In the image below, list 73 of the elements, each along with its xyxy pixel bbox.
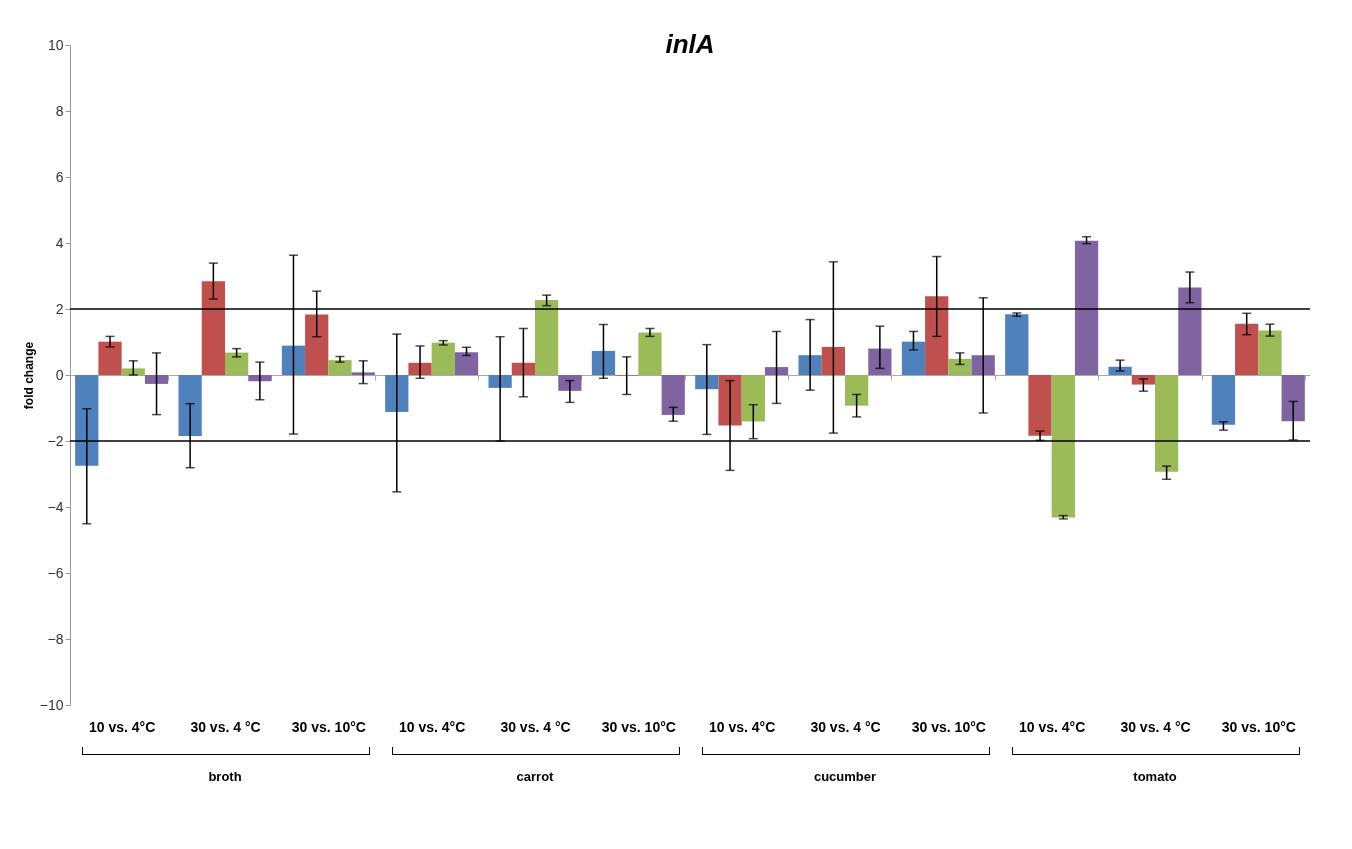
bar bbox=[201, 281, 225, 375]
bar bbox=[1235, 323, 1259, 375]
bar bbox=[948, 358, 972, 375]
bar bbox=[144, 375, 169, 384]
x-tick-label: 10 vs. 4°C bbox=[89, 718, 156, 735]
bar bbox=[305, 314, 329, 375]
bar bbox=[868, 348, 892, 375]
chart-title: inlA bbox=[665, 29, 715, 59]
x-tick-label: 30 vs. 10°C bbox=[291, 718, 366, 735]
x-tick-label: 30 vs. 4 °C bbox=[190, 718, 261, 735]
y-axis-title: fold change bbox=[21, 341, 36, 410]
text: broth bbox=[207, 769, 243, 784]
bar bbox=[431, 342, 455, 375]
bar bbox=[638, 332, 662, 375]
y-tick-label: 0 bbox=[55, 366, 64, 383]
y-tick-label: −10 bbox=[39, 696, 64, 713]
bar bbox=[661, 375, 685, 415]
bar bbox=[1155, 375, 1179, 472]
y-tick-label: −8 bbox=[47, 630, 64, 647]
bar bbox=[925, 296, 949, 375]
x-tick-label: 30 vs. 4 °C bbox=[810, 718, 881, 735]
y-tick-label: 6 bbox=[55, 168, 64, 185]
bar bbox=[328, 360, 352, 375]
bar bbox=[1211, 375, 1236, 425]
y-tick-label: −4 bbox=[47, 498, 64, 515]
bar bbox=[281, 345, 306, 375]
bar bbox=[764, 367, 789, 375]
bar bbox=[558, 375, 582, 391]
bar bbox=[971, 355, 995, 375]
bar bbox=[225, 352, 249, 375]
y-tick-label: −6 bbox=[47, 564, 64, 581]
x-tick-label: 10 vs. 4°C bbox=[1019, 718, 1086, 735]
bar bbox=[385, 375, 409, 412]
bar bbox=[718, 375, 742, 426]
bar bbox=[1074, 240, 1099, 375]
bar bbox=[351, 372, 375, 375]
x-tick-label: 30 vs. 10°C bbox=[911, 718, 986, 735]
bar bbox=[488, 375, 512, 388]
bar bbox=[591, 350, 616, 375]
bar bbox=[821, 346, 845, 375]
y-tick-label: 10 bbox=[47, 36, 64, 53]
x-tick-label: 30 vs. 10°C bbox=[601, 718, 676, 735]
x-tick-label: 30 vs. 4 °C bbox=[500, 718, 571, 735]
text: cucumber bbox=[812, 769, 878, 784]
text: tomato bbox=[1132, 769, 1178, 784]
x-tick-label: 10 vs. 4°C bbox=[399, 718, 466, 735]
bar bbox=[1258, 330, 1282, 375]
bar bbox=[121, 368, 145, 375]
y-tick-label: −2 bbox=[47, 432, 64, 449]
y-tick-label: 2 bbox=[55, 300, 64, 317]
bar bbox=[798, 355, 822, 375]
x-tick-label: 10 vs. 4°C bbox=[709, 718, 776, 735]
bar bbox=[178, 375, 202, 437]
bar bbox=[1281, 375, 1305, 422]
bar bbox=[1005, 314, 1029, 375]
text: carrot bbox=[515, 769, 555, 784]
bar bbox=[511, 362, 535, 375]
bar bbox=[75, 375, 99, 466]
bar bbox=[1028, 375, 1052, 436]
bar bbox=[408, 362, 432, 375]
bar bbox=[248, 375, 272, 382]
bar bbox=[845, 375, 869, 406]
bar bbox=[1051, 375, 1075, 518]
x-tick-label: 30 vs. 10°C bbox=[1221, 718, 1296, 735]
bar bbox=[98, 341, 122, 375]
x-tick-label: 30 vs. 4 °C bbox=[1120, 718, 1191, 735]
bar bbox=[454, 352, 479, 375]
bar bbox=[1178, 287, 1202, 375]
bar bbox=[741, 375, 765, 422]
y-tick-label: 8 bbox=[55, 102, 64, 119]
bar bbox=[535, 300, 559, 375]
bar bbox=[901, 341, 926, 375]
y-tick-label: 4 bbox=[55, 234, 64, 251]
